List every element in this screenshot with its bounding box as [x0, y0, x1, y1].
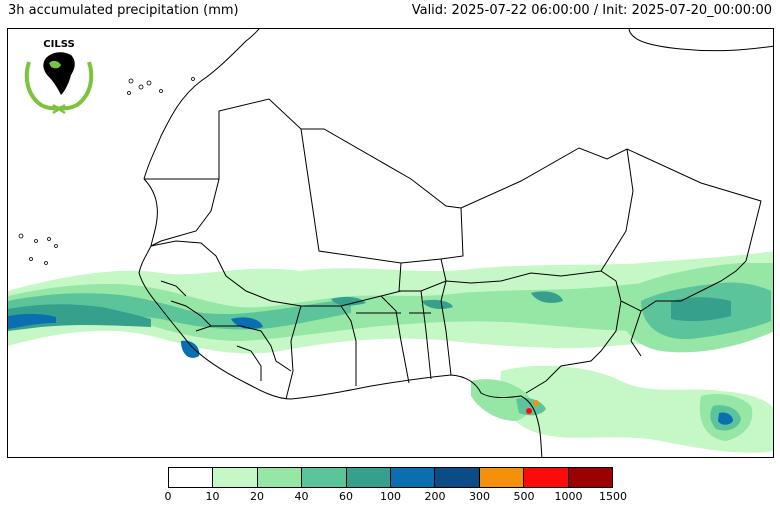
colorbar-swatch	[567, 468, 613, 487]
valid-init-time: Valid: 2025-07-22 06:00:00 / Init: 2025-…	[411, 3, 772, 18]
colorbar-tick-label: 1500	[599, 490, 627, 503]
map-title: 3h accumulated precipitation (mm)	[8, 3, 239, 18]
colorbar-swatch	[478, 468, 524, 487]
colorbar	[168, 467, 613, 488]
colorbar-swatch	[256, 468, 302, 487]
colorbar-labels: 0 10 20 40 60 100 200 300 500 1000 1500	[164, 490, 628, 506]
colorbar-swatch	[212, 468, 257, 487]
country-borders	[138, 29, 773, 457]
colorbar-tick-label: 300	[469, 490, 490, 503]
colorbar-swatch	[523, 468, 568, 487]
map-canvas: CILSS	[8, 29, 773, 457]
colorbar-swatch	[390, 468, 435, 487]
precipitation-field	[8, 251, 773, 453]
colorbar-tick-label: 10	[205, 490, 220, 503]
cilss-logo: CILSS	[24, 39, 94, 115]
colorbar-tick-label: 0	[164, 490, 172, 503]
colorbar-tick-label: 100	[380, 490, 401, 503]
colorbar-swatch	[301, 468, 346, 487]
colorbar-tick-label: 60	[339, 490, 353, 503]
colorbar-swatch	[345, 468, 391, 487]
colorbar-swatch	[434, 468, 479, 487]
precipitation-map: CILSS	[7, 28, 774, 458]
colorbar-tick-label: 1000	[554, 490, 583, 503]
colorbar-tick-label: 200	[424, 490, 446, 503]
colorbar-tick-label: 500	[513, 490, 535, 503]
colorbar-swatch	[169, 468, 213, 487]
colorbar-tick-label: 20	[250, 490, 264, 503]
logo-text: CILSS	[43, 39, 74, 50]
islands	[18, 77, 195, 265]
colorbar-tick-label: 40	[294, 490, 309, 503]
